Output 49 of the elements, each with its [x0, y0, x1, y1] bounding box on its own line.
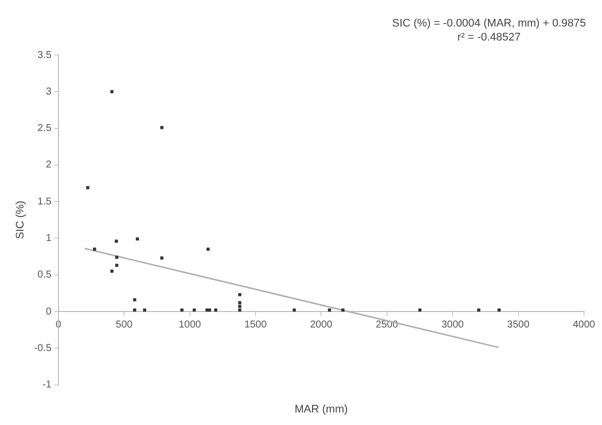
- x-tick-label: 4000: [572, 319, 596, 330]
- point: [328, 308, 332, 312]
- point: [133, 298, 136, 302]
- point: [110, 270, 114, 273]
- point: [133, 308, 136, 312]
- point: [214, 308, 218, 312]
- y-tick-label: 2: [46, 160, 52, 171]
- x-axis-title: MAR (mm): [294, 403, 348, 416]
- text: r² = -0.48527: [457, 32, 521, 44]
- x-tick-label: 1000: [178, 319, 202, 330]
- point: [114, 240, 118, 243]
- y-tick-label: -0.5: [34, 342, 52, 354]
- x-tick-label: 3000: [441, 319, 464, 330]
- point: [180, 308, 184, 312]
- point: [238, 308, 242, 312]
- y-tick-label: 3.5: [38, 50, 52, 61]
- y-tick-label: 1.5: [38, 196, 52, 208]
- point: [206, 248, 210, 251]
- x-tick-label: 2000: [310, 319, 333, 330]
- text: SIC (%) = -0.0004 (MAR, mm) + 0.9875: [392, 18, 586, 30]
- y-tick-label: 2.5: [38, 123, 52, 134]
- point: [477, 308, 480, 312]
- point: [208, 308, 212, 312]
- point: [238, 301, 242, 304]
- point: [160, 126, 164, 130]
- point: [192, 308, 196, 312]
- point: [115, 264, 118, 267]
- x-tick-label: 500: [116, 319, 133, 330]
- point: [110, 90, 114, 94]
- point: [86, 186, 90, 190]
- y-axis-title: SIC (%): [14, 200, 27, 240]
- y-tick-label: -1: [42, 380, 52, 391]
- y-tick-label: 0: [46, 306, 52, 318]
- point: [93, 248, 96, 251]
- point: [498, 308, 501, 312]
- point: [418, 308, 422, 312]
- y-tick-label: 0.5: [38, 270, 52, 281]
- point: [160, 256, 164, 260]
- point: [115, 256, 118, 259]
- point: [136, 237, 139, 241]
- point: [292, 308, 296, 312]
- y-tick-label: 1: [46, 232, 52, 244]
- point: [238, 293, 242, 296]
- x-tick-label: 1500: [244, 319, 268, 330]
- point: [341, 308, 344, 312]
- point: [238, 304, 242, 308]
- point: [143, 308, 146, 312]
- y-tick-label: 3: [46, 86, 52, 98]
- x-tick-label: 3500: [507, 319, 530, 330]
